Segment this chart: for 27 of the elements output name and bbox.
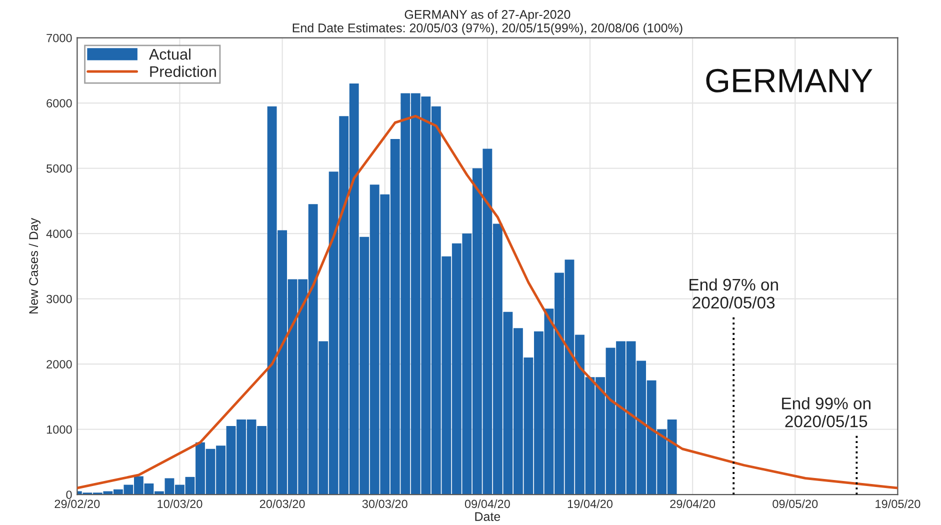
y-tick-label: 1000 bbox=[46, 425, 72, 434]
x-tick-label: 29/04/20 bbox=[670, 499, 716, 508]
y-tick-label: 3000 bbox=[46, 294, 72, 304]
x-tick-label: 19/05/20 bbox=[876, 499, 920, 508]
legend-label: Prediction bbox=[150, 66, 216, 78]
line-series bbox=[77, 114, 898, 490]
y-tick-label: 2000 bbox=[46, 360, 72, 368]
y-tick-label: 4000 bbox=[46, 230, 72, 238]
x-tick-label: 19/04/20 bbox=[568, 499, 613, 508]
ref-line-label: End 99% on 2020/05/15 bbox=[782, 397, 870, 428]
x-tick-label: 09/04/20 bbox=[464, 499, 510, 508]
y-tick-label: 5000 bbox=[46, 164, 72, 173]
y-axis-title: New Cases / Day bbox=[28, 218, 40, 314]
chart-title: GERMANY as of 27-Apr-2020 bbox=[404, 10, 570, 22]
y-tick-label: 0 bbox=[66, 490, 72, 499]
annotation: GERMANY bbox=[706, 68, 872, 92]
x-tick-label: 20/03/20 bbox=[260, 499, 305, 508]
x-axis-title: Date bbox=[475, 512, 500, 521]
x-tick-label: 10/03/20 bbox=[158, 499, 202, 508]
x-tick-label: 09/05/20 bbox=[772, 499, 818, 508]
ref-line-label: End 97% on 2020/05/03 bbox=[690, 278, 778, 309]
legend-label: Actual bbox=[149, 48, 190, 60]
chart-subtitle: End Date Estimates: 20/05/03 (97%), 20/05/15(99%), 20/08/06 (100%) bbox=[292, 23, 682, 35]
y-tick-label: 7000 bbox=[46, 34, 72, 42]
y-tick-label: 6000 bbox=[46, 99, 72, 108]
x-tick-label: 29/02/20 bbox=[54, 499, 100, 508]
x-tick-label: 30/03/20 bbox=[362, 499, 408, 508]
